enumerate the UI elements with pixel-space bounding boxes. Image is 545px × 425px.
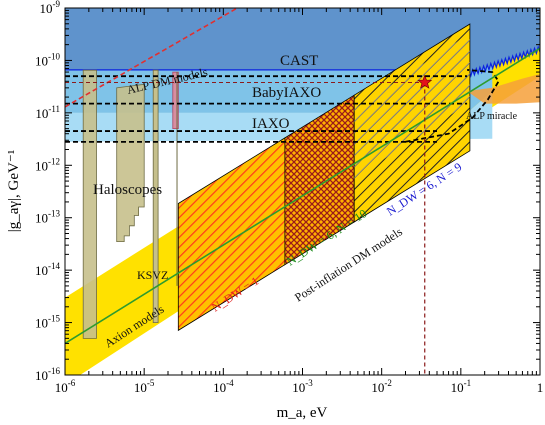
x-tick-label: 10-2: [371, 378, 392, 395]
region-haloscope-admx: [82, 69, 97, 339]
y-axis-label: |g_aγ|, GeV⁻¹: [6, 150, 22, 233]
label-cast: CAST: [280, 53, 318, 69]
label-babyiaxo: BabyIAXO: [252, 85, 321, 101]
benchmark-star-marker: [417, 74, 433, 89]
x-tick-label: 10-4: [213, 378, 234, 395]
label-iaxo: IAXO: [252, 116, 290, 132]
label-haloscopes: Haloscopes: [93, 182, 162, 198]
region-haloscope-steps: [116, 83, 145, 243]
x-tick-label: 10-3: [292, 378, 313, 395]
sensitivity-dashed-curve: [405, 69, 500, 143]
y-tick-label: 10-10: [35, 51, 60, 68]
x-tick-label: 10-5: [134, 378, 155, 395]
ksvz-line: [65, 47, 540, 345]
label-alp-miracle: ALP miracle: [466, 111, 518, 122]
y-tick-label: 10-16: [35, 366, 60, 383]
y-tick-label: 10-11: [35, 104, 60, 121]
y-tick-label: 10-14: [35, 261, 60, 278]
region-haloscope-spike1: [152, 69, 159, 324]
y-tick-label: 10-9: [40, 0, 61, 16]
region-alp-miracle: [467, 74, 540, 104]
x-tick-label: 10-6: [55, 378, 76, 395]
x-tick-label: 10-1: [451, 378, 472, 395]
x-tick-label: 1: [537, 380, 544, 395]
y-tick-label: 10-12: [35, 156, 60, 173]
y-tick-label: 10-15: [35, 314, 60, 331]
cast-boundary-line: [65, 45, 540, 79]
axes: 10-6 10-5 10-4 10-3 10-2 10-1 110-1610-1510-14…: [35, 0, 543, 395]
alp-dm-line: [65, 8, 238, 108]
region-hatch-overlay: [354, 33, 470, 179]
y-tick-label: 10-13: [35, 209, 60, 226]
x-axis-label: m_a, eV: [277, 405, 328, 421]
label-ksvz: KSVZ: [137, 268, 168, 282]
